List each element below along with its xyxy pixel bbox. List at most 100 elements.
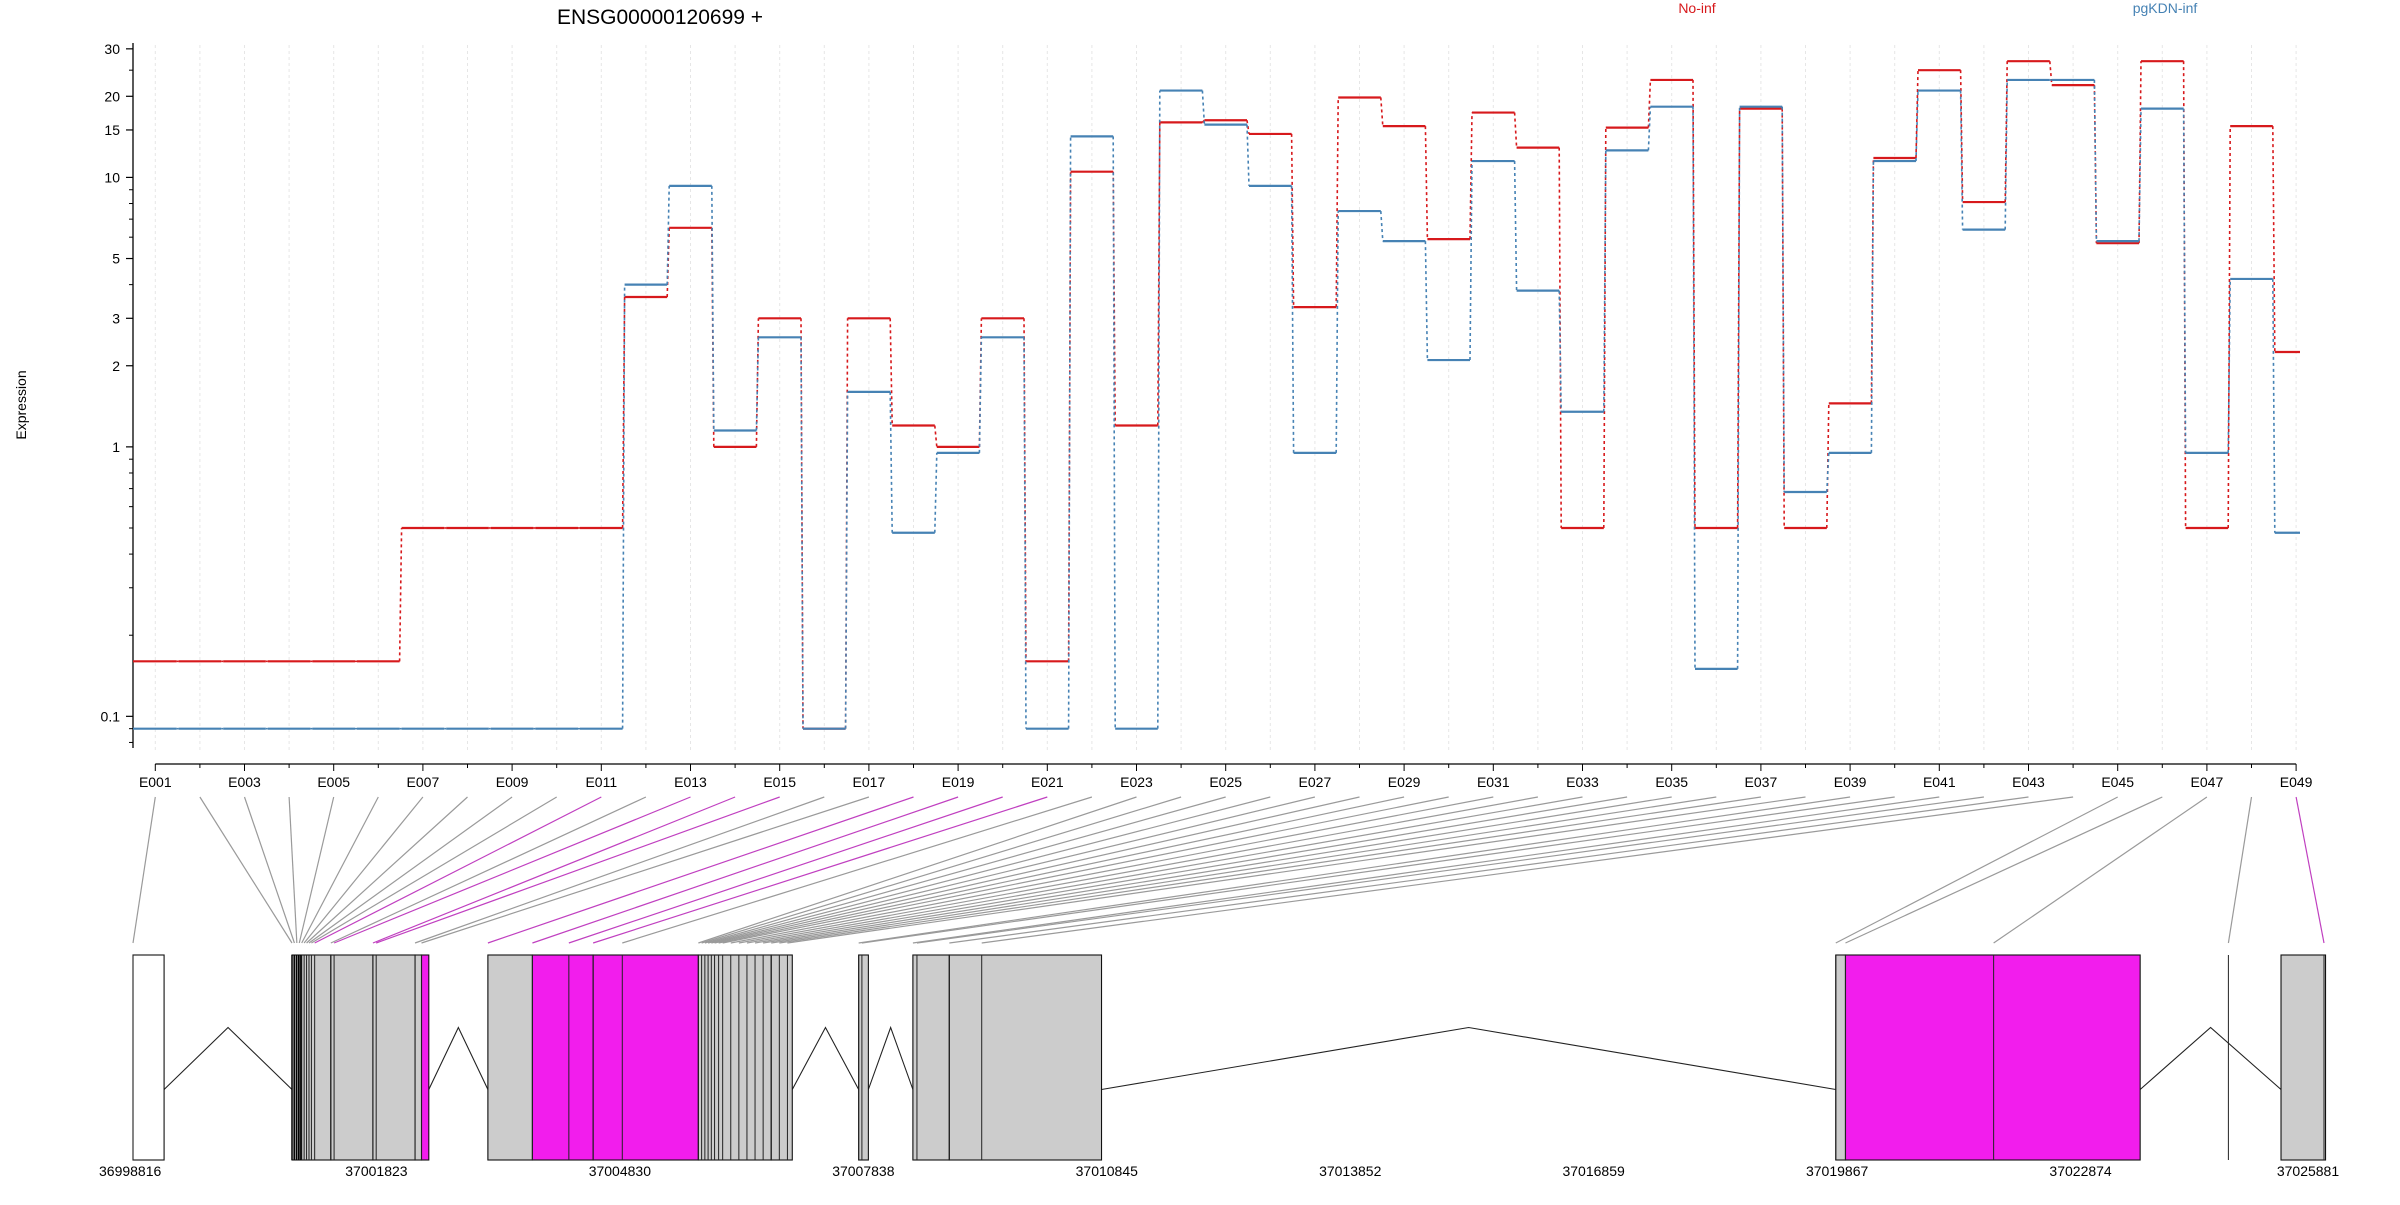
connector-line [779,796,1761,944]
series-riser [2138,61,2142,244]
x-tick-label: E033 [1566,774,1599,790]
connector-line [622,796,1093,944]
series-riser [1692,79,1696,528]
x-tick-label: E047 [2191,774,2224,790]
exon-box-gray [2280,954,2327,1161]
connector-line [698,796,1137,944]
connector-line [730,796,1494,944]
x-tick-label: E037 [1745,774,1778,790]
exon-boxes [132,954,2327,1161]
genomic-coordinate-label: 37001823 [345,1163,408,1179]
exon-box-magenta [531,954,594,1161]
connector-line [763,796,1672,944]
x-tick-label: E007 [407,774,440,790]
intron-line [867,1025,914,1090]
series-layer [133,60,2300,730]
connector-line [981,796,2074,944]
exon-connectors [132,796,2325,944]
y-axis-label: Expression [13,370,29,439]
series-riser [800,337,804,729]
intron-line [2139,1026,2282,1090]
series-riser [666,185,670,285]
connector-line [330,796,647,944]
series-riser [621,284,626,729]
series-riser [1513,112,1518,148]
connector-line-highlight [568,796,1003,944]
connector-line-highlight [375,796,780,944]
series-riser [1290,185,1295,453]
series-riser [2272,126,2276,352]
series-riser [978,337,983,453]
series-riser [889,391,893,533]
series-riser [1603,150,1607,412]
series-riser [2138,108,2142,242]
x-tick-label: E035 [1655,774,1688,790]
x-tick-label: E015 [763,774,796,790]
genomic-coordinate-label: 37025881 [2277,1163,2340,1179]
series-riser [1603,127,1607,528]
x-tick-label: E039 [1834,774,1867,790]
connector-line-highlight [592,796,1048,944]
connector-line [414,796,825,944]
chart-title: ENSG00000120699 + [557,6,763,29]
series-riser [1736,106,1741,669]
connector-line [718,796,1405,944]
exon-box-gray [487,954,533,1161]
connector-line [306,796,468,944]
x-tick-label: E003 [228,774,261,790]
y-tick-label: 30 [104,41,120,57]
series-riser [1781,106,1785,493]
series-pgKDN-inf [133,78,2300,730]
connector-line [701,796,1182,944]
series-No-inf [133,60,2300,730]
y-tick-label: 1 [112,439,120,455]
x-tick-label: E045 [2101,774,2134,790]
series-riser [1246,124,1250,186]
intron-lines [163,1025,2282,1091]
connector-line [704,796,1226,944]
exon-box-gray [372,954,416,1161]
genomic-coordinate-label: 37016859 [1562,1163,1625,1179]
series-riser [666,227,670,297]
series-riser [1558,147,1562,528]
series-riser [1647,106,1652,151]
series-riser [1513,161,1518,291]
genomic-coordinate-label: 37007838 [832,1163,895,1179]
intron-line [791,1026,860,1090]
x-tick-label: E001 [139,774,172,790]
x-tick-label: E021 [1031,774,1064,790]
x-tick-label: E009 [496,774,529,790]
connector-line [912,796,1940,944]
connector-line [722,796,1449,944]
x-tick-label: E049 [2280,774,2313,790]
series-riser [1424,126,1429,240]
series-riser [398,527,403,662]
y-tick-label: 10 [104,169,120,185]
connector-line-highlight [532,796,959,944]
x-ticks: E001 E003 E005 E007 E009 E011 E013 E015 E017 E019… [139,764,2313,790]
series-riser [934,425,938,447]
exon-box-gray [330,954,374,1161]
x-tick-label: E017 [853,774,886,790]
connector-line [861,796,1895,944]
series-riser [621,296,626,528]
x-tick-label: E029 [1388,774,1421,790]
x-tick-label: E027 [1299,774,1332,790]
connector-line [711,796,1316,944]
series-riser [1067,136,1072,729]
connector-line [301,796,379,944]
connector-line [1835,796,2118,944]
intron-line [1101,1026,1836,1091]
connector-line [303,796,424,944]
genomic-coordinate-label: 37022874 [2049,1163,2112,1179]
connector-line [298,796,335,944]
series-riser [1558,290,1562,412]
series-riser [2182,61,2187,528]
genomic-coordinate-label: 37010845 [1076,1163,1139,1179]
y-ticks: 0.1 1 2 3 5 10 15 20 30 [101,41,133,743]
series-riser [2004,79,2008,230]
exon-box-gray [1835,954,1847,1161]
x-tick-label: E031 [1477,774,1510,790]
series-riser [1781,108,1785,528]
